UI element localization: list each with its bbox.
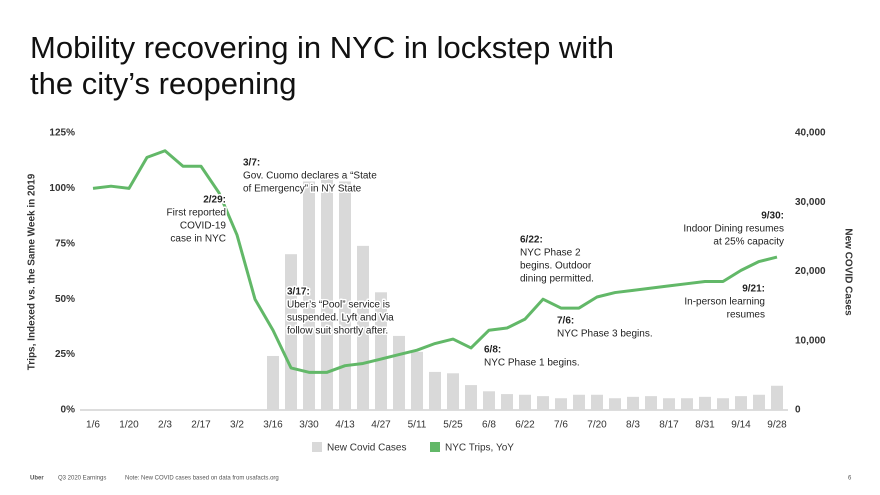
annotation-date: 3/7: [243,158,260,169]
y-tick-label: 75% [55,238,75,249]
bar [735,396,747,410]
legend-swatch [430,442,440,452]
x-tick-label: 6/8 [482,420,496,431]
bar [465,385,477,410]
annotation-date: 9/30: [761,211,784,222]
legend-label: New Covid Cases [327,443,406,454]
bar [321,174,333,410]
x-tick-label: 4/13 [335,420,355,431]
x-tick-label: 7/20 [587,420,607,431]
bar [609,398,621,410]
x-tick-label: 1/6 [86,420,100,431]
y2-tick-label: 20,000 [795,266,826,277]
x-tick-label: 5/11 [408,420,427,431]
title-line: Mobility recovering in NYC in lockstep w… [30,30,614,65]
bar [519,394,531,410]
annotation-text: Gov. Cuomo declares a “State [243,171,377,182]
x-tick-label: 1/20 [119,420,139,431]
annotation-text: resumes [727,310,765,321]
y-axis-title: Trips, Indexed vs. the Same Week in 2019 [27,173,38,370]
y-tick-label: 50% [55,294,75,305]
x-tick-label: 7/6 [554,420,568,431]
bar [303,181,315,410]
footer-note: Note: New COVID cases based on data from… [125,476,279,482]
bar [357,245,369,410]
annotation-text: NYC Phase 2 [520,248,581,259]
footer-report: Q3 2020 Earnings [58,476,106,482]
legend-swatch [312,442,322,452]
title-line: the city’s reopening [30,66,297,101]
x-tick-label: 3/2 [230,420,244,431]
bar [285,254,297,410]
bar [411,351,423,410]
annotation-text: Indoor Dining resumes [683,224,784,235]
bar [753,394,765,410]
annotation-text: of Emergency” in NY State [243,184,362,195]
annotation-date: 9/21: [742,284,765,295]
bar [375,292,387,410]
annotation-text: dining permitted. [520,274,594,285]
x-tick-label: 5/25 [443,420,463,431]
x-tick-label: 4/27 [371,420,391,431]
bar [429,371,441,410]
annotation-date: 6/22: [520,235,543,246]
bar [339,181,351,410]
annotation-text: NYC Phase 3 begins. [557,329,653,340]
bar [483,391,495,410]
bar [267,355,279,410]
annotation-date: 6/8: [484,345,501,356]
annotation-text: follow suit shortly after. [287,326,388,337]
x-tick-label: 8/31 [695,420,715,431]
bar [717,398,729,410]
bar [681,398,693,410]
x-tick-label: 8/17 [659,420,679,431]
footer-brand: Uber [30,476,44,482]
annotation-text: In-person learning [684,297,765,308]
legend-label: NYC Trips, YoY [445,443,514,454]
y2-tick-label: 10,000 [795,335,826,346]
x-tick-label: 9/14 [731,420,751,431]
page-number: 6 [848,476,852,482]
bar [699,396,711,410]
y2-tick-label: 40,000 [795,128,826,139]
y-tick-label: 100% [49,183,75,194]
bar [663,398,675,410]
y-tick-label: 125% [49,128,75,139]
bar [627,396,639,410]
x-tick-label: 8/3 [626,420,640,431]
annotation-date: 2/29: [203,195,226,206]
bar [501,394,513,410]
x-tick-label: 6/22 [515,420,535,431]
x-tick-label: 3/30 [299,420,319,431]
x-tick-label: 9/28 [767,420,787,431]
y-tick-label: 0% [61,405,76,416]
bar [537,396,549,410]
annotation-text: suspended. Lyft and Via [287,313,394,324]
bar [555,398,567,410]
annotation-date: 3/17: [287,287,310,298]
annotation-text: COVID-19 [180,221,227,232]
line [92,149,778,374]
bar [771,385,783,410]
bar [573,394,585,410]
bar [645,396,657,410]
annotation-text: First reported [167,208,226,219]
x-tick-label: 2/17 [191,420,211,431]
x-tick-label: 2/3 [158,420,172,431]
annotation-text: NYC Phase 1 begins. [484,358,580,369]
annotation-text: at 25% capacity [713,237,784,248]
annotation-date: 7/6: [557,316,574,327]
y-tick-label: 25% [55,349,75,360]
annotation-text: begins. Outdoor [520,261,592,272]
y2-tick-label: 30,000 [795,197,826,208]
bar [591,394,603,410]
annotation-text: case in NYC [170,234,226,245]
bar [447,373,459,410]
x-tick-label: 3/16 [263,420,283,431]
y2-axis-title: New COVID Cases [842,228,853,316]
bar [393,335,405,410]
y2-tick-label: 0 [795,405,801,416]
annotation-text: Uber’s “Pool” service is [287,300,390,311]
